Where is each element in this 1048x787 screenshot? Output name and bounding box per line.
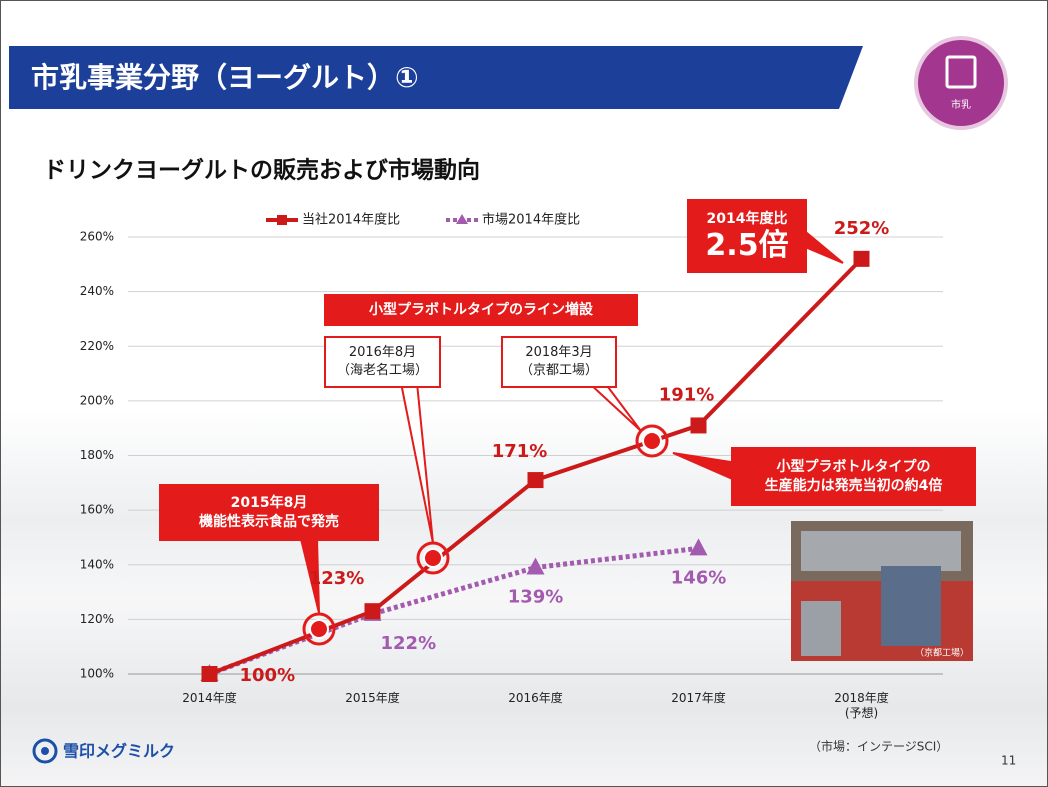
header-band [9, 46, 863, 109]
legend-marker [456, 214, 468, 224]
x-tick-label: 2017年度 [671, 691, 726, 705]
data-label: 100% [240, 665, 296, 686]
ratio-box: 2014年度比 2.5倍 [687, 199, 807, 273]
data-label: 122% [381, 633, 437, 654]
point [690, 417, 707, 434]
legend-marker [277, 215, 287, 225]
ratio: 2.5倍 [705, 227, 789, 263]
x-tick-label: 2018年度 (予想) [834, 691, 889, 720]
highlight-dot [309, 619, 329, 639]
legend-label: 市場2014年度比 [482, 212, 580, 228]
highlight-circle [416, 541, 450, 575]
point [201, 666, 218, 682]
highlight-dot [423, 548, 443, 568]
photo-caption: （京都工場） [915, 647, 969, 659]
point [689, 538, 708, 556]
photo-machine [801, 531, 961, 571]
point [527, 472, 544, 489]
annotation: 小型プラボトルタイプのライン増設 [324, 294, 638, 326]
callout-pointer [586, 382, 642, 432]
data-label: 139% [508, 586, 564, 607]
x-tick-label: 2014年度 [182, 691, 237, 705]
y-tick-label: 180% [80, 448, 114, 462]
y-tick-label: 240% [80, 284, 114, 298]
y-tick-label: 100% [80, 667, 114, 681]
data-label: 191% [659, 384, 715, 405]
data-label: 171% [492, 441, 548, 462]
logo: 雪印メグミルク [63, 742, 175, 761]
logo-icon [32, 738, 58, 764]
source: （市場：インテージSCI） [809, 739, 948, 754]
highlight-circle [302, 612, 336, 646]
data-label: 252% [834, 218, 890, 239]
highlight-dot [642, 431, 662, 451]
data-label: 123% [309, 568, 365, 589]
point [364, 603, 381, 620]
legend-label: 当社2014年度比 [302, 212, 400, 228]
badge-label: 市乳 [951, 98, 971, 111]
ratio-caption: 2014年度比 [706, 211, 788, 228]
annotation: 2018年3月 （京都工場） [501, 336, 617, 388]
page-number: 11 [1001, 754, 1016, 768]
point [526, 557, 545, 575]
highlight-circle [635, 424, 669, 458]
annotation: 2016年8月 （海老名工場） [324, 336, 441, 388]
market-line [208, 545, 699, 677]
badge [914, 36, 1008, 130]
y-tick-label: 260% [80, 230, 114, 244]
header-title: 市乳事業分野（ヨーグルト）① [31, 61, 419, 94]
photo-machine [801, 601, 841, 656]
annotation: 2015年8月 機能性表示食品で発売 [159, 484, 379, 541]
photo-machine [881, 566, 941, 646]
y-tick-label: 160% [80, 503, 114, 517]
data-label: 146% [671, 567, 727, 588]
annotation: 小型プラボトルタイプの 生産能力は発売当初の約4倍 [731, 447, 976, 506]
y-tick-label: 220% [80, 339, 114, 353]
y-tick-label: 120% [80, 612, 114, 626]
y-tick-label: 140% [80, 557, 114, 571]
point [853, 250, 870, 267]
callout-pointer [672, 452, 738, 483]
badge-icon [945, 55, 977, 89]
x-tick-label: 2015年度 [345, 691, 400, 705]
callout-pointer [399, 382, 434, 544]
x-tick-label: 2016年度 [508, 691, 563, 705]
chart-title: ドリンクヨーグルトの販売および市場動向 [43, 157, 480, 184]
y-tick-label: 200% [80, 393, 114, 407]
